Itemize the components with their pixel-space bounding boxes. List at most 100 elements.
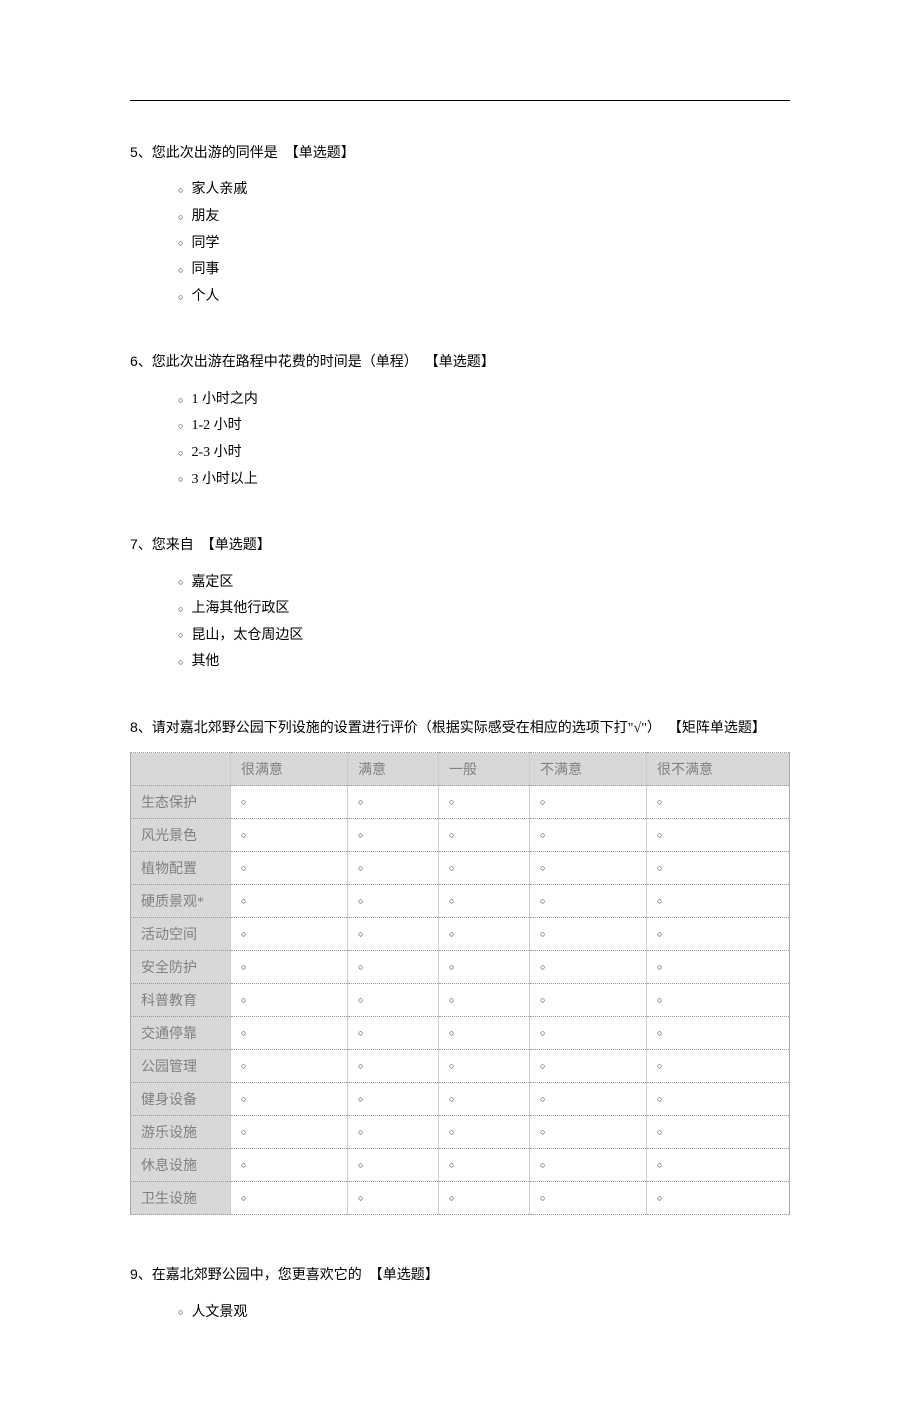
option-item[interactable]: ○1 小时之内: [178, 387, 790, 414]
option-item[interactable]: ○家人亲戚: [178, 177, 790, 204]
matrix-cell[interactable]: ○: [647, 1149, 790, 1182]
matrix-cell[interactable]: ○: [348, 885, 439, 918]
question-5: 5、您此次出游的同伴是 【单选题】 ○家人亲戚 ○朋友 ○同学 ○同事 ○个人: [130, 141, 790, 310]
option-item[interactable]: ○1-2 小时: [178, 413, 790, 440]
matrix-cell[interactable]: ○: [439, 1017, 530, 1050]
matrix-cell[interactable]: ○: [231, 786, 348, 819]
matrix-cell[interactable]: ○: [530, 1050, 647, 1083]
option-item[interactable]: ○同事: [178, 257, 790, 284]
matrix-cell[interactable]: ○: [231, 819, 348, 852]
matrix-cell[interactable]: ○: [530, 1182, 647, 1215]
matrix-cell[interactable]: ○: [530, 786, 647, 819]
option-item[interactable]: ○个人: [178, 284, 790, 311]
option-list: ○家人亲戚 ○朋友 ○同学 ○同事 ○个人: [178, 177, 790, 310]
matrix-cell[interactable]: ○: [439, 1116, 530, 1149]
matrix-cell[interactable]: ○: [647, 918, 790, 951]
matrix-cell[interactable]: ○: [231, 1116, 348, 1149]
matrix-cell[interactable]: ○: [231, 1050, 348, 1083]
radio-icon: ○: [178, 471, 183, 488]
matrix-cell[interactable]: ○: [647, 951, 790, 984]
option-item[interactable]: ○3 小时以上: [178, 467, 790, 494]
matrix-cell[interactable]: ○: [348, 1017, 439, 1050]
option-item[interactable]: ○昆山，太仓周边区: [178, 623, 790, 650]
option-item[interactable]: ○上海其他行政区: [178, 596, 790, 623]
matrix-cell[interactable]: ○: [348, 819, 439, 852]
option-item[interactable]: ○2-3 小时: [178, 440, 790, 467]
matrix-cell[interactable]: ○: [231, 951, 348, 984]
matrix-cell[interactable]: ○: [439, 984, 530, 1017]
matrix-row-header: 健身设备: [131, 1083, 231, 1116]
radio-icon: ○: [449, 830, 454, 840]
matrix-cell[interactable]: ○: [530, 918, 647, 951]
matrix-cell[interactable]: ○: [348, 1083, 439, 1116]
question-title: 5、您此次出游的同伴是 【单选题】: [130, 141, 790, 165]
matrix-cell[interactable]: ○: [647, 1116, 790, 1149]
matrix-cell[interactable]: ○: [530, 885, 647, 918]
radio-icon: ○: [358, 962, 363, 972]
matrix-cell[interactable]: ○: [348, 1050, 439, 1083]
matrix-cell[interactable]: ○: [348, 852, 439, 885]
matrix-cell[interactable]: ○: [348, 1149, 439, 1182]
matrix-cell[interactable]: ○: [231, 1182, 348, 1215]
matrix-cell[interactable]: ○: [439, 885, 530, 918]
matrix-cell[interactable]: ○: [530, 819, 647, 852]
matrix-cell[interactable]: ○: [530, 1083, 647, 1116]
matrix-cell[interactable]: ○: [231, 1017, 348, 1050]
matrix-cell[interactable]: ○: [439, 1050, 530, 1083]
matrix-cell[interactable]: ○: [647, 819, 790, 852]
matrix-cell[interactable]: ○: [647, 786, 790, 819]
matrix-cell[interactable]: ○: [348, 1182, 439, 1215]
matrix-cell[interactable]: ○: [231, 885, 348, 918]
matrix-cell[interactable]: ○: [647, 1017, 790, 1050]
matrix-cell[interactable]: ○: [530, 1017, 647, 1050]
matrix-cell[interactable]: ○: [348, 918, 439, 951]
matrix-cell[interactable]: ○: [231, 1083, 348, 1116]
matrix-cell[interactable]: ○: [348, 984, 439, 1017]
matrix-cell[interactable]: ○: [439, 1083, 530, 1116]
option-item[interactable]: ○朋友: [178, 204, 790, 231]
matrix-col-header: 一般: [439, 753, 530, 786]
radio-icon: ○: [449, 797, 454, 807]
matrix-cell[interactable]: ○: [439, 852, 530, 885]
radio-icon: ○: [449, 1028, 454, 1038]
matrix-cell[interactable]: ○: [348, 786, 439, 819]
matrix-cell[interactable]: ○: [439, 1182, 530, 1215]
matrix-cell[interactable]: ○: [348, 1116, 439, 1149]
radio-icon: ○: [241, 797, 246, 807]
radio-icon: ○: [178, 235, 183, 252]
radio-icon: ○: [540, 1160, 545, 1170]
matrix-cell[interactable]: ○: [647, 1050, 790, 1083]
option-label: 嘉定区: [191, 570, 233, 597]
matrix-cell[interactable]: ○: [231, 852, 348, 885]
matrix-cell[interactable]: ○: [231, 984, 348, 1017]
matrix-cell[interactable]: ○: [530, 852, 647, 885]
option-item[interactable]: ○同学: [178, 231, 790, 258]
option-list: ○1 小时之内 ○1-2 小时 ○2-3 小时 ○3 小时以上: [178, 387, 790, 493]
option-item[interactable]: ○人文景观: [178, 1300, 790, 1327]
matrix-cell[interactable]: ○: [439, 951, 530, 984]
matrix-cell[interactable]: ○: [530, 984, 647, 1017]
matrix-cell[interactable]: ○: [348, 951, 439, 984]
option-list: ○人文景观: [178, 1300, 790, 1327]
option-item[interactable]: ○嘉定区: [178, 570, 790, 597]
radio-icon: ○: [358, 1127, 363, 1137]
matrix-cell[interactable]: ○: [530, 1149, 647, 1182]
matrix-cell[interactable]: ○: [439, 786, 530, 819]
option-label: 朋友: [191, 204, 219, 231]
option-item[interactable]: ○其他: [178, 649, 790, 676]
matrix-cell[interactable]: ○: [439, 819, 530, 852]
matrix-cell[interactable]: ○: [647, 852, 790, 885]
matrix-cell[interactable]: ○: [530, 1116, 647, 1149]
matrix-cell[interactable]: ○: [231, 918, 348, 951]
matrix-cell[interactable]: ○: [647, 885, 790, 918]
matrix-cell[interactable]: ○: [231, 1149, 348, 1182]
matrix-cell[interactable]: ○: [439, 1149, 530, 1182]
q-text: 在嘉北郊野公园中，您更喜欢它的: [152, 1268, 362, 1283]
radio-icon: ○: [657, 962, 662, 972]
matrix-cell[interactable]: ○: [647, 1182, 790, 1215]
matrix-cell[interactable]: ○: [647, 1083, 790, 1116]
matrix-cell[interactable]: ○: [530, 951, 647, 984]
option-label: 1 小时之内: [191, 387, 258, 414]
matrix-cell[interactable]: ○: [647, 984, 790, 1017]
matrix-cell[interactable]: ○: [439, 918, 530, 951]
